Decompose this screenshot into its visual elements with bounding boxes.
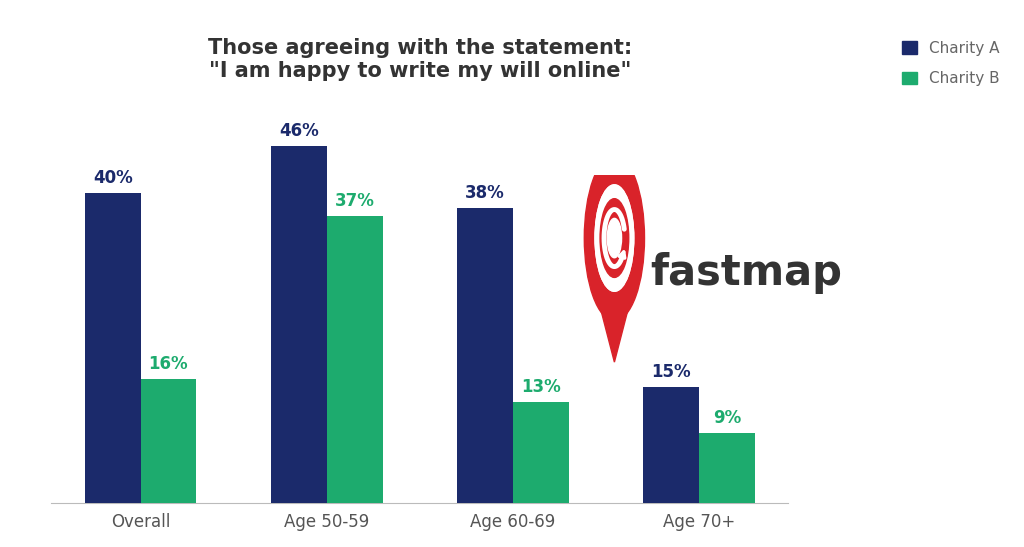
Bar <box>513 403 568 503</box>
Circle shape <box>595 185 634 291</box>
Text: Those agreeing with the statement:
"I am happy to write my will online": Those agreeing with the statement: "I am… <box>208 38 632 82</box>
Text: 38%: 38% <box>465 184 505 202</box>
Circle shape <box>600 199 629 277</box>
Bar <box>643 387 699 503</box>
Bar <box>457 208 513 503</box>
Circle shape <box>585 155 644 321</box>
Text: 40%: 40% <box>93 168 132 187</box>
Circle shape <box>595 185 634 291</box>
Polygon shape <box>592 274 637 362</box>
Text: 46%: 46% <box>279 122 318 140</box>
Legend: Charity A, Charity B: Charity A, Charity B <box>896 35 1007 92</box>
Text: 15%: 15% <box>651 363 691 381</box>
Bar <box>85 193 140 503</box>
Text: 16%: 16% <box>148 355 188 373</box>
Text: fastmap: fastmap <box>650 253 842 294</box>
Circle shape <box>607 218 622 258</box>
Text: 9%: 9% <box>713 409 741 427</box>
Bar <box>699 433 755 503</box>
Bar <box>140 379 197 503</box>
Text: 37%: 37% <box>335 192 375 210</box>
Polygon shape <box>592 238 637 274</box>
Bar <box>327 216 383 503</box>
Text: 13%: 13% <box>521 378 561 396</box>
Bar <box>271 147 327 503</box>
